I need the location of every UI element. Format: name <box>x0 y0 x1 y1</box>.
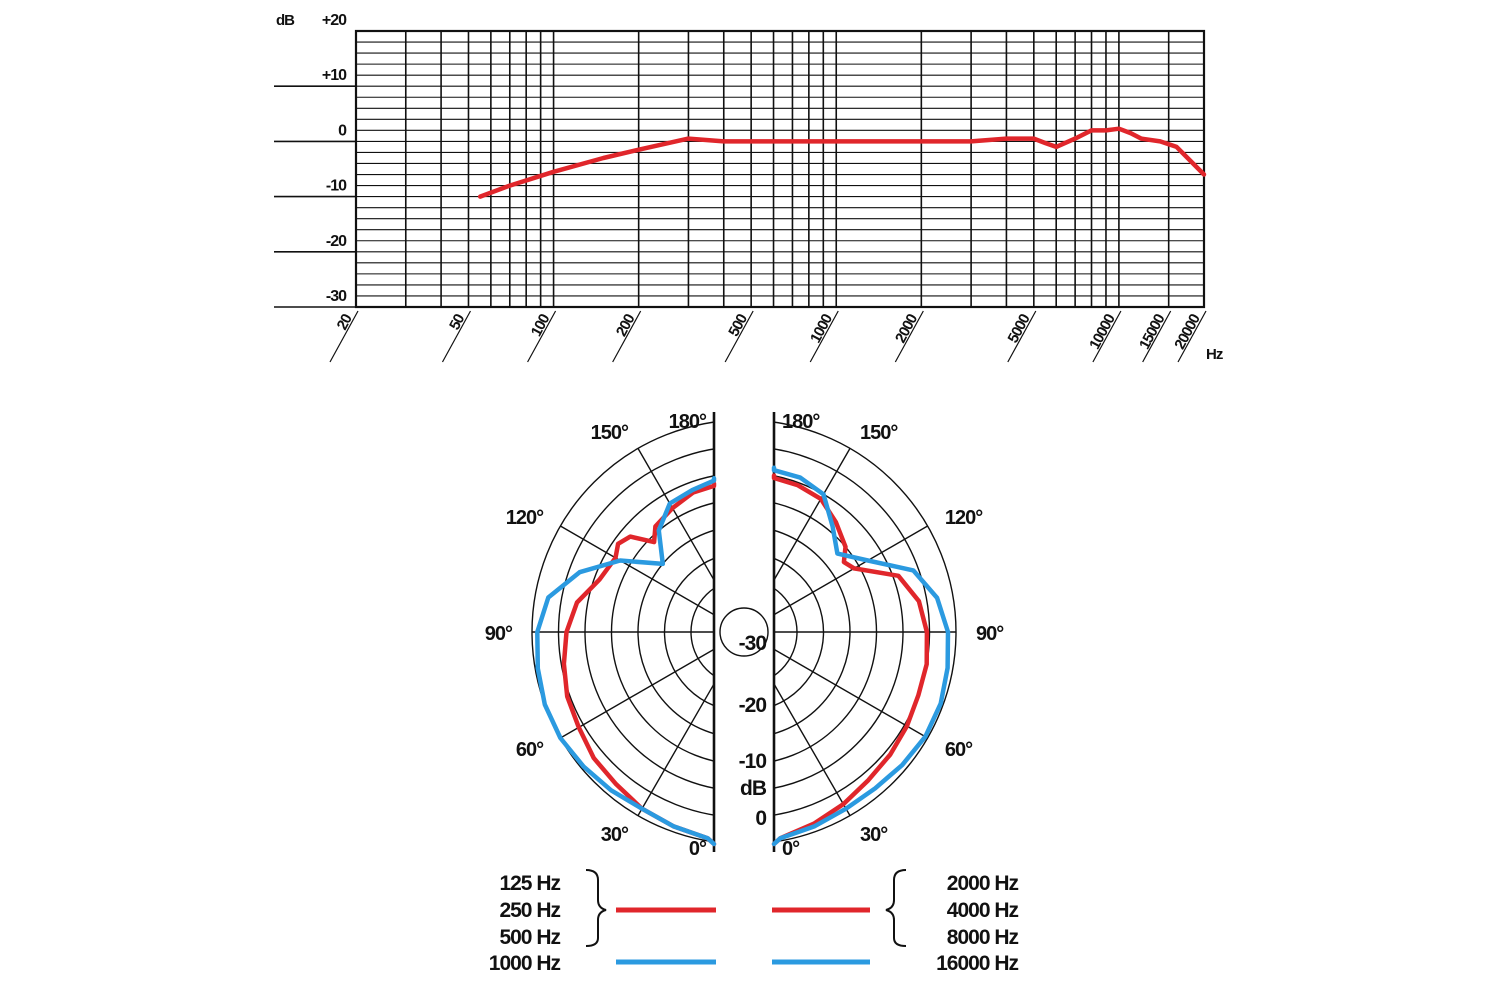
legend-label-right: 16000 Hz <box>936 952 1018 975</box>
legend-brace-right <box>885 869 907 947</box>
legend-label-left: 500 Hz <box>499 926 560 949</box>
x-tick-label: 200 <box>613 311 639 339</box>
polar-angle-label-right: 150° <box>860 422 898 444</box>
y-tick-label: -20 <box>326 233 347 250</box>
polar-radial-label: dB <box>740 777 767 800</box>
polar-angle-label-left: 60° <box>516 739 544 761</box>
polar-angle-label-left: 150° <box>591 422 629 444</box>
polar-angle-label-right: 30° <box>860 824 888 846</box>
x-tick-label: 500 <box>725 311 751 339</box>
polar-spoke <box>560 525 726 622</box>
x-tick-mark <box>724 310 754 363</box>
polar-grid <box>531 412 957 852</box>
x-tick-mark <box>809 310 839 363</box>
y-tick-label: +10 <box>322 67 347 84</box>
polar-legend: 125 Hz 250 Hz 500 Hz 1000 Hz 2000 Hz 4000 Hz 8… <box>489 869 1019 975</box>
x-tick-label: 15000 <box>1136 311 1169 352</box>
polar-radial-label: -10 <box>739 750 767 773</box>
polar-labels: 180° 180° 150° 150° 120° 120° 90° 90° 60° 60° 30° 3… <box>485 411 1005 860</box>
polar-curves <box>535 465 951 847</box>
x-tick-mark <box>1177 310 1207 363</box>
y-tick-label: 0 <box>338 122 347 139</box>
polar-radial-label: -20 <box>739 694 767 717</box>
frequency-response-grid <box>274 29 1206 309</box>
x-tick-mark <box>527 310 557 363</box>
legend-label-left: 250 Hz <box>499 899 560 922</box>
x-tick-mark <box>612 310 642 363</box>
frequency-response-curve <box>477 126 1207 199</box>
polar-angle-label-right: 180° <box>782 411 820 433</box>
x-tick-mark <box>1142 310 1172 363</box>
polar-angle-label-left: 180° <box>669 411 707 433</box>
polar-series-line <box>771 465 951 847</box>
polar-spoke <box>762 642 928 739</box>
polar-series-line <box>561 481 717 847</box>
y-tick-label: +20 <box>322 12 347 29</box>
y-tick-label: -10 <box>326 178 347 195</box>
polar-angle-label-left: 90° <box>485 623 513 645</box>
legend-brace-left <box>585 869 607 947</box>
polar-angle-label-right: 60° <box>945 739 973 761</box>
polar-angle-label-left: 0° <box>689 838 707 860</box>
x-tick-mark <box>329 310 359 363</box>
polar-spoke <box>762 525 928 622</box>
x-tick-label: 20000 <box>1171 311 1204 352</box>
x-tick-label: 100 <box>528 311 554 339</box>
polar-series-line <box>771 473 930 847</box>
x-tick-mark <box>1092 310 1122 363</box>
legend-label-left: 125 Hz <box>499 872 560 895</box>
legend-label-right: 4000 Hz <box>947 899 1019 922</box>
polar-angle-label-right: 0° <box>782 838 800 860</box>
x-tick-mark <box>1007 310 1037 363</box>
polar-radial-label: -30 <box>739 632 767 655</box>
y-tick-label: -30 <box>326 288 347 305</box>
response-series-line <box>477 126 1207 199</box>
polar-center-circle <box>719 607 769 657</box>
polar-radial-label: 0 <box>755 807 766 830</box>
polar-angle-label-left: 120° <box>506 507 544 529</box>
legend-label-left: 1000 Hz <box>489 952 561 975</box>
legend-label-right: 8000 Hz <box>947 926 1019 949</box>
x-axis-unit-label: Hz <box>1206 346 1223 363</box>
polar-angle-label-left: 30° <box>601 824 629 846</box>
x-tick-label: 10000 <box>1086 311 1119 352</box>
plot-frame <box>354 29 1206 309</box>
polar-spoke <box>560 642 726 739</box>
x-tick-mark <box>894 310 924 363</box>
legend-label-right: 2000 Hz <box>947 872 1019 895</box>
y-axis-unit-label: dB <box>276 12 295 29</box>
polar-angle-label-right: 120° <box>945 507 983 529</box>
polar-series-line <box>535 476 717 847</box>
polar-angle-label-right: 90° <box>976 623 1004 645</box>
x-tick-mark <box>441 310 472 363</box>
